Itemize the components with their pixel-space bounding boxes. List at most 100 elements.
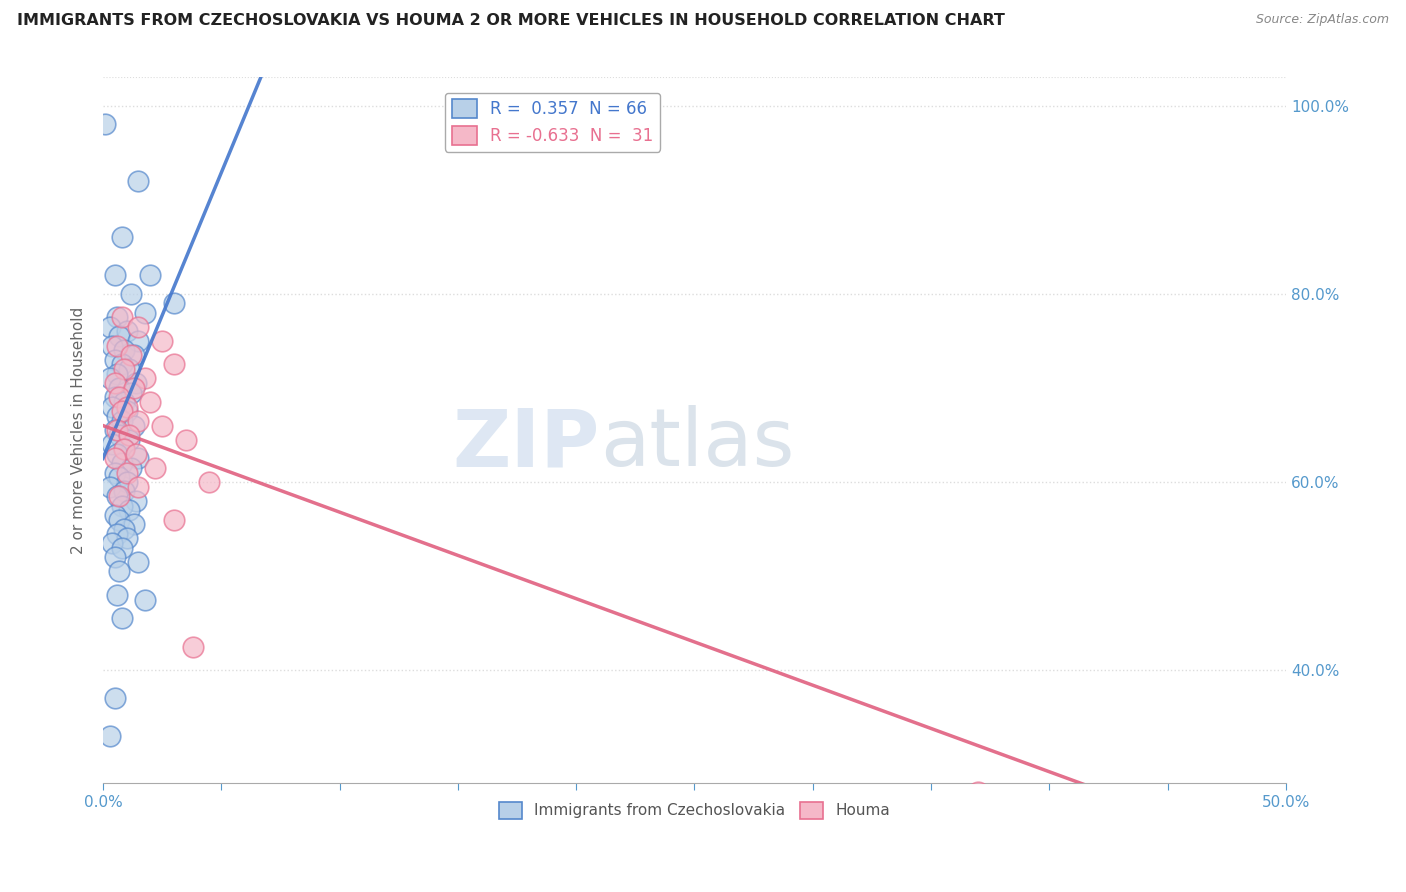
Point (115, 400, 138, 414)
Point (122, 381, 145, 395)
Point (98, 371, 121, 385)
Point (181, 640, 204, 654)
Point (98, 729, 121, 743)
Point (118, 428, 141, 442)
Point (105, 588, 128, 602)
Text: Source: ZipAtlas.com: Source: ZipAtlas.com (1256, 13, 1389, 27)
Point (108, 470, 131, 484)
Point (122, 418, 145, 433)
Point (111, 230, 134, 244)
Point (122, 348, 145, 362)
Point (115, 325, 138, 339)
Point (108, 381, 131, 395)
Point (104, 550, 127, 565)
Point (101, 536, 124, 550)
Point (115, 466, 138, 480)
Point (122, 517, 145, 532)
Point (94, 118, 117, 132)
Point (105, 310, 128, 325)
Point (111, 541, 134, 555)
Point (104, 691, 127, 706)
Point (111, 456, 134, 470)
Text: ZIP: ZIP (453, 405, 600, 483)
Point (163, 358, 186, 372)
Point (104, 466, 127, 480)
Point (111, 310, 134, 325)
Point (108, 390, 131, 404)
Point (104, 508, 127, 522)
Point (139, 395, 162, 409)
Point (150, 418, 173, 433)
Point (120, 461, 142, 475)
Point (111, 358, 134, 372)
Point (967, 785, 990, 799)
Point (198, 475, 221, 489)
Point (174, 433, 197, 447)
Point (1109, 795, 1132, 809)
Point (104, 352, 127, 367)
Point (105, 526, 128, 541)
Point (125, 447, 148, 461)
Point (105, 447, 128, 461)
Point (127, 555, 149, 569)
Point (104, 390, 127, 404)
Point (115, 532, 138, 546)
Point (134, 371, 156, 385)
Point (143, 461, 166, 475)
Point (127, 451, 149, 466)
Legend: Immigrants from Czechoslovakia, Houma: Immigrants from Czechoslovakia, Houma (492, 796, 896, 825)
Point (134, 305, 156, 319)
Point (120, 385, 142, 400)
Point (104, 268, 127, 282)
Point (112, 343, 135, 358)
Point (104, 451, 127, 466)
Point (127, 334, 149, 348)
Point (104, 423, 127, 437)
Point (127, 414, 149, 428)
Point (150, 334, 173, 348)
Point (118, 433, 141, 447)
Point (125, 376, 148, 391)
Point (120, 348, 142, 362)
Point (139, 268, 162, 282)
Point (111, 414, 134, 428)
Point (163, 513, 186, 527)
Point (105, 409, 128, 424)
Point (112, 442, 135, 456)
Point (108, 329, 131, 343)
Point (115, 475, 138, 489)
Point (108, 489, 131, 503)
Point (118, 503, 141, 517)
Point (112, 484, 135, 499)
Text: atlas: atlas (600, 405, 794, 483)
Point (112, 395, 135, 409)
Point (108, 428, 131, 442)
Point (108, 513, 131, 527)
Point (101, 338, 124, 352)
Point (163, 296, 186, 310)
Point (111, 499, 134, 513)
Point (105, 367, 128, 381)
Point (134, 592, 156, 607)
Point (125, 493, 148, 508)
Point (101, 437, 124, 451)
Point (98, 480, 121, 494)
Y-axis label: 2 or more Vehicles in Household: 2 or more Vehicles in Household (72, 307, 86, 554)
Text: IMMIGRANTS FROM CZECHOSLOVAKIA VS HOUMA 2 OR MORE VEHICLES IN HOUSEHOLD CORRELAT: IMMIGRANTS FROM CZECHOSLOVAKIA VS HOUMA … (17, 13, 1005, 29)
Point (127, 174, 149, 188)
Point (127, 480, 149, 494)
Point (112, 442, 135, 456)
Point (118, 362, 141, 376)
Point (105, 489, 128, 503)
Point (115, 404, 138, 418)
Point (108, 565, 131, 579)
Point (101, 400, 124, 414)
Point (127, 319, 149, 334)
Point (104, 376, 127, 391)
Point (111, 404, 134, 418)
Point (120, 286, 142, 301)
Point (112, 522, 135, 536)
Point (105, 423, 128, 437)
Point (105, 338, 128, 352)
Point (111, 611, 134, 625)
